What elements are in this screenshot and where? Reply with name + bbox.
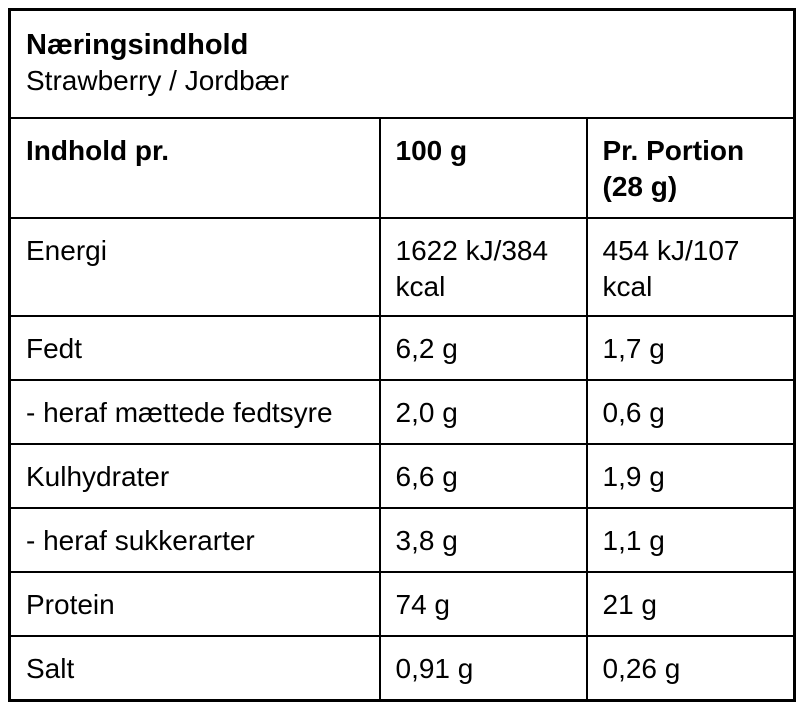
table-row-kulhydrater: Kulhydrater 6,6 g 1,9 g	[8, 443, 796, 509]
value-per-portion: 1,7 g	[585, 315, 796, 381]
nutrient-label: Protein	[8, 571, 381, 637]
nutrient-label: - heraf mættede fedtsyre	[8, 379, 381, 445]
column-header-nutrient: Indhold pr.	[8, 117, 381, 219]
value-per-100g: 6,2 g	[378, 315, 588, 381]
table-row-energi: Energi 1622 kJ/384 kcal 454 kJ/107 kcal	[8, 217, 796, 317]
page-title: Næringsindhold	[26, 29, 249, 61]
nutrient-label: Fedt	[8, 315, 381, 381]
column-header-row: Indhold pr. 100 g Pr. Portion (28 g)	[8, 117, 796, 219]
value-per-portion: 0,26 g	[585, 635, 796, 702]
table-row-fedt: Fedt 6,2 g 1,7 g	[8, 315, 796, 381]
nutrient-label: Kulhydrater	[8, 443, 381, 509]
table-row-salt: Salt 0,91 g 0,26 g	[8, 635, 796, 702]
nutrient-label: - heraf sukkerarter	[8, 507, 381, 573]
value-per-100g: 3,8 g	[378, 507, 588, 573]
value-per-100g: 2,0 g	[378, 379, 588, 445]
column-header-per-portion: Pr. Portion (28 g)	[585, 117, 796, 219]
value-per-portion: 0,6 g	[585, 379, 796, 445]
value-per-portion: 454 kJ/107 kcal	[585, 217, 796, 317]
value-per-portion: 1,9 g	[585, 443, 796, 509]
nutrition-table: Næringsindhold Strawberry / Jordbær Indh…	[8, 8, 797, 702]
value-per-portion: 21 g	[585, 571, 796, 637]
table-row-sukkerarter: - heraf sukkerarter 3,8 g 1,1 g	[8, 507, 796, 573]
table-row-protein: Protein 74 g 21 g	[8, 571, 796, 637]
title-cell: Næringsindhold Strawberry / Jordbær	[8, 8, 796, 119]
nutrient-label: Energi	[8, 217, 381, 317]
nutrient-label: Salt	[8, 635, 381, 702]
value-per-100g: 74 g	[378, 571, 588, 637]
value-per-100g: 6,6 g	[378, 443, 588, 509]
title-row: Næringsindhold Strawberry / Jordbær	[8, 8, 796, 119]
product-subtitle: Strawberry / Jordbær	[26, 65, 289, 96]
value-per-100g: 1622 kJ/384 kcal	[378, 217, 588, 317]
value-per-portion: 1,1 g	[585, 507, 796, 573]
table-row-maettede-fedtsyre: - heraf mættede fedtsyre 2,0 g 0,6 g	[8, 379, 796, 445]
column-header-per-100g: 100 g	[378, 117, 588, 219]
nutrition-label: Næringsindhold Strawberry / Jordbær Indh…	[8, 8, 797, 702]
value-per-100g: 0,91 g	[378, 635, 588, 702]
